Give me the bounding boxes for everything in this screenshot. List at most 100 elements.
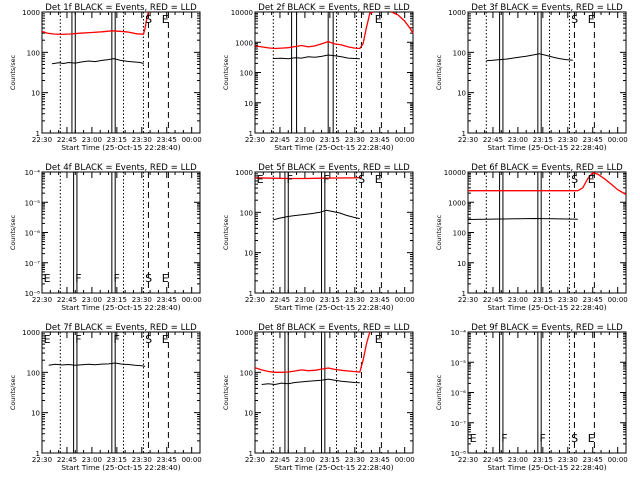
x-tick-label: 22:30 <box>458 456 478 464</box>
x-tick-label: 00:00 <box>608 296 628 304</box>
y-tick-label: 10000 <box>231 9 253 17</box>
y-axis-label: Counts/sec <box>9 214 17 250</box>
y-tick-label: 10 <box>31 90 40 98</box>
y-tick-label: 10⁻⁷ <box>451 420 467 428</box>
x-tick-label: 23:00 <box>82 296 102 304</box>
y-tick-label: 100 <box>27 369 40 377</box>
y-tick-label: 10 <box>31 410 40 418</box>
y-tick-label: 1000 <box>235 329 253 337</box>
lld-series-line <box>41 11 150 36</box>
x-tick-label: 00:00 <box>395 136 415 144</box>
x-tick-label: 23:00 <box>508 456 528 464</box>
panel-title: Det 4f BLACK = Events, RED = LLD <box>45 163 197 173</box>
y-tick-label: 1000 <box>22 9 40 17</box>
x-tick-label: 23:30 <box>558 296 578 304</box>
y-axis-label: Counts/sec <box>9 54 17 90</box>
x-tick-label: 22:30 <box>458 296 478 304</box>
y-tick-label: 10 <box>244 100 253 108</box>
y-tick-label: 10 <box>457 90 466 98</box>
x-tick-label: 22:45 <box>483 136 503 144</box>
x-tick-label: 23:15 <box>107 136 127 144</box>
interval-letter-e: E <box>588 13 595 26</box>
y-tick-label: 100 <box>240 369 253 377</box>
x-tick-label: 22:45 <box>57 456 77 464</box>
panel-det-3: Det 3f BLACK = Events, RED = LLD 1 10 100 10… <box>435 3 628 152</box>
events-series-line <box>48 362 146 367</box>
interval-letter-e: E <box>470 432 477 445</box>
x-tick-label: 23:15 <box>320 296 340 304</box>
y-tick-label: 10 <box>244 410 253 418</box>
y-tick-label: 1 <box>462 290 466 298</box>
interval-letter-e: E <box>375 13 382 26</box>
y-tick-label: 100 <box>453 230 466 238</box>
x-tick-label: 22:30 <box>32 296 52 304</box>
x-tick-label: 23:30 <box>558 136 578 144</box>
x-tick-label: 23:45 <box>157 296 177 304</box>
y-tick-label: 1 <box>249 290 253 298</box>
x-tick-label: 23:45 <box>583 456 603 464</box>
x-tick-label: 23:15 <box>533 136 553 144</box>
x-tick-label: 23:30 <box>345 136 365 144</box>
interval-letter-e: E <box>44 333 51 346</box>
y-axis-label: Counts/sec <box>435 54 443 90</box>
y-axis-label: Counts/sec <box>435 214 443 250</box>
x-tick-label: 22:45 <box>483 456 503 464</box>
interval-letter-e: E <box>588 173 595 186</box>
y-tick-label: 1000 <box>448 9 466 17</box>
y-axis-label: Counts/sec <box>222 214 230 250</box>
interval-letter-f: F <box>114 333 120 346</box>
events-series-line <box>273 54 360 60</box>
y-tick-label: 1000 <box>22 329 40 337</box>
panel-title: Det 5f BLACK = Events, RED = LLD <box>258 163 410 173</box>
y-tick-label: 10⁻⁶ <box>25 230 41 238</box>
interval-letter-s: S <box>358 173 365 186</box>
x-axis-label: Start Time (25-Oct-15 22:28:40) <box>61 143 180 152</box>
interval-letter-f: F <box>114 272 120 285</box>
x-tick-label: 23:15 <box>320 456 340 464</box>
lld-series-line <box>391 11 414 34</box>
events-series-line <box>261 378 360 386</box>
y-tick-label: 10000 <box>444 169 466 177</box>
panel-title: Det 2f BLACK = Events, RED = LLD <box>258 3 410 13</box>
x-tick-label: 23:30 <box>345 296 365 304</box>
y-tick-label: 10⁻⁴ <box>25 169 41 177</box>
y-tick-label: 10⁻⁴ <box>451 329 467 337</box>
x-tick-label: 23:15 <box>320 136 340 144</box>
x-tick-label: 22:45 <box>57 296 77 304</box>
panel-det-2: Det 2f BLACK = Events, RED = LLD 1 10 100 10… <box>222 3 415 152</box>
panel-det-5: Det 5f BLACK = Events, RED = LLD 1 10 100 10… <box>222 163 415 312</box>
x-tick-label: 23:45 <box>583 296 603 304</box>
x-tick-label: 00:00 <box>608 456 628 464</box>
y-axis-label: Counts/sec <box>435 374 443 410</box>
x-tick-label: 23:30 <box>558 456 578 464</box>
plot-frame <box>41 11 201 134</box>
interval-letter-e: E <box>162 333 169 346</box>
y-tick-label: 10⁻⁵ <box>451 359 467 367</box>
x-tick-label: 22:45 <box>57 136 77 144</box>
interval-letter-s: S <box>571 13 578 26</box>
interval-letter-f: F <box>75 333 81 346</box>
interval-letter-s: S <box>145 13 152 26</box>
y-tick-label: 10 <box>457 260 466 268</box>
y-tick-label: 100 <box>27 49 40 57</box>
x-tick-label: 23:30 <box>132 136 152 144</box>
plot-frame <box>467 331 627 454</box>
y-tick-label: 10⁻⁵ <box>25 199 41 207</box>
plot-frame <box>41 171 201 294</box>
y-tick-label: 100 <box>240 70 253 78</box>
y-tick-label: 100 <box>453 49 466 57</box>
x-axis-label: Start Time (25-Oct-15 22:28:40) <box>487 463 606 472</box>
y-tick-label: 1000 <box>235 169 253 177</box>
events-series-line <box>273 209 360 221</box>
x-tick-label: 00:00 <box>395 296 415 304</box>
x-tick-label: 22:30 <box>458 136 478 144</box>
panel-title: Det 9f BLACK = Events, RED = LLD <box>471 323 623 333</box>
x-axis-label: Start Time (25-Oct-15 22:28:40) <box>274 303 393 312</box>
y-tick-label: 1 <box>462 130 466 138</box>
panel-det-1: Det 1f BLACK = Events, RED = LLD 1 10 100 10… <box>9 3 202 152</box>
x-tick-label: 22:45 <box>270 136 290 144</box>
panel-det-6: Det 6f BLACK = Events, RED = LLD 1 10 100 10… <box>435 163 628 312</box>
interval-letter-e: E <box>44 272 51 285</box>
x-tick-label: 23:45 <box>370 456 390 464</box>
